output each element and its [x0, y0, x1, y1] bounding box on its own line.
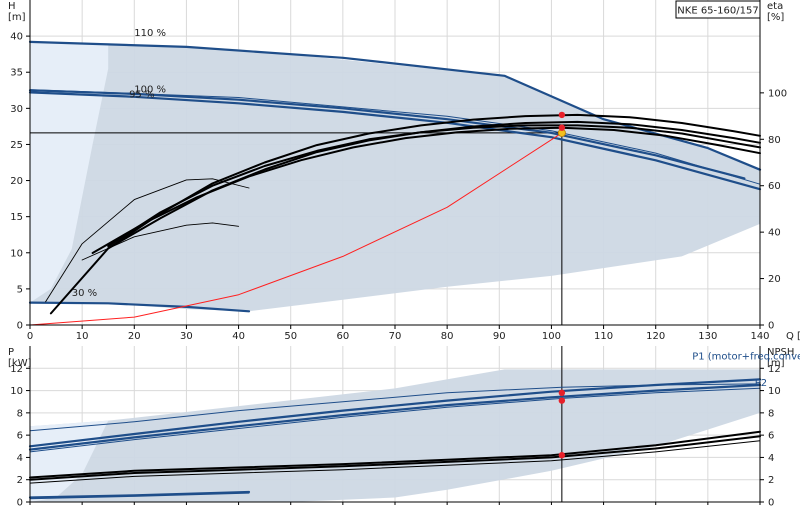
operating-envelope — [30, 41, 760, 312]
x-tick-label: 50 — [284, 331, 297, 342]
duty-point-marker — [558, 389, 566, 396]
y-tick-label-right: 80 — [768, 135, 781, 146]
x-tick-label: 0 — [27, 331, 33, 342]
y-tick-label-left: 2 — [17, 475, 23, 486]
y-tick-label-left: 5 — [17, 284, 23, 295]
curve-annotation: P1 (motor+freq.converter) — [692, 351, 800, 362]
eta-curve — [45, 178, 250, 303]
y-tick-label-left: 0 — [17, 321, 23, 332]
y-axis-title-right: [%] — [767, 12, 784, 23]
y-tick-label-left: 4 — [17, 453, 23, 464]
x-tick-label: 110 — [594, 331, 613, 342]
x-tick-label: 100 — [542, 331, 561, 342]
x-tick-label: 70 — [389, 331, 402, 342]
y-tick-label-left: 35 — [10, 68, 23, 79]
y-tick-label-left: 20 — [10, 176, 23, 187]
y-tick-label-left: 10 — [10, 386, 23, 397]
duty-point-marker — [558, 452, 566, 459]
y-tick-label-right: 12 — [768, 364, 781, 375]
power-curve — [29, 387, 761, 453]
y-axis-title-left: H — [8, 1, 16, 12]
y-axis-title-left: P — [8, 347, 14, 358]
x-tick-label: 80 — [441, 331, 454, 342]
y-tick-label-right: 40 — [768, 228, 781, 239]
y-tick-label-right: 6 — [768, 431, 774, 442]
system-curve — [29, 132, 563, 326]
duty-point-marker — [558, 124, 566, 131]
model-badge — [675, 0, 761, 19]
y-tick-label-left: 6 — [17, 431, 23, 442]
y-tick-label-left: 30 — [10, 104, 23, 115]
x-tick-label: 30 — [180, 331, 193, 342]
y-tick-label-right: 20 — [768, 274, 781, 285]
y-tick-label-left: 8 — [17, 408, 23, 419]
duty-point-marker — [558, 397, 566, 404]
x-tick-label: 20 — [128, 331, 141, 342]
y-axis-title-right: [m] — [767, 358, 785, 369]
y-tick-label-right: 0 — [768, 498, 774, 509]
head-curve — [28, 89, 746, 180]
y-tick-label-right: 60 — [768, 181, 781, 192]
duty-point-marker — [558, 111, 566, 119]
x-tick-label: 60 — [336, 331, 349, 342]
power-curve — [28, 383, 762, 451]
head-curve — [29, 89, 761, 185]
y-tick-label-right: 2 — [768, 475, 774, 486]
x-tick-label: 120 — [646, 331, 665, 342]
head-curve — [28, 91, 762, 191]
head-curve — [28, 40, 762, 171]
eta-curve — [91, 126, 761, 254]
y-tick-label-right: 100 — [768, 88, 787, 99]
eta-curve — [81, 222, 240, 261]
power-curve — [28, 490, 251, 499]
npsh-curve — [29, 430, 761, 479]
x-tick-label: 140 — [750, 331, 769, 342]
y-tick-label-left: 15 — [10, 212, 23, 223]
power-npsh-panel: 0 2 4 6 8 10 12 0 2 4 6 8 10 12 P[kW] NPSH[m]P1 (motor+… — [8, 346, 800, 509]
eta-curve — [107, 124, 761, 248]
y-tick-label-left: 40 — [10, 32, 23, 43]
y-tick-label-right: 8 — [768, 408, 774, 419]
curve-annotation: P2 — [755, 378, 767, 389]
x-tick-label: 130 — [698, 331, 717, 342]
y-tick-label-right: 10 — [768, 386, 781, 397]
curve-annotation: 30 % — [72, 288, 97, 299]
y-axis-title-left: [kW] — [8, 358, 32, 369]
x-axis-title: Q [m³/h] — [786, 331, 800, 342]
y-tick-label-left: 12 — [10, 364, 23, 375]
head-curve — [28, 301, 251, 313]
y-axis-title-right: NPSH — [767, 347, 794, 358]
power-curve — [29, 383, 761, 432]
y-tick-label-left: 10 — [10, 248, 23, 259]
low-efficiency-region — [30, 41, 109, 303]
y-tick-label-left: 0 — [17, 498, 23, 509]
npsh-curve — [29, 435, 761, 481]
npsh-curve — [29, 440, 761, 484]
curve-annotation: 95 % — [129, 90, 154, 101]
y-tick-label-left: 25 — [10, 140, 23, 151]
y-tick-label-right: 0 — [768, 321, 774, 332]
curve-annotation: 100 % — [134, 84, 166, 95]
x-tick-label: 90 — [493, 331, 506, 342]
x-tick-label: 40 — [232, 331, 245, 342]
y-tick-label-right: 4 — [768, 453, 774, 464]
y-axis-title-right: eta — [767, 1, 783, 12]
power-curve — [29, 492, 250, 500]
model-badge-label: NKE 65-160/157 — [677, 6, 758, 17]
curve-annotation: 110 % — [134, 28, 166, 39]
x-tick-label: 10 — [76, 331, 89, 342]
power-curve — [28, 378, 762, 448]
y-axis-title-left: [m] — [8, 12, 26, 23]
